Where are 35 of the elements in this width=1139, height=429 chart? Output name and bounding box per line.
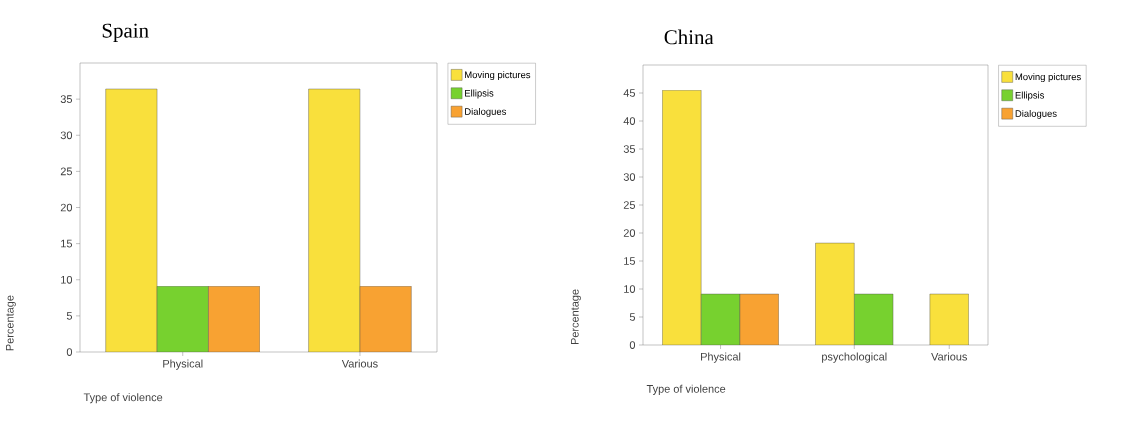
x-axis-title: Type of violence [83, 393, 163, 404]
x-tick-label: Physical [701, 352, 741, 363]
x-tick-label: psychological [822, 352, 887, 363]
y-tick-label: 0 [66, 348, 73, 356]
legend-label: Dialogues [465, 107, 507, 117]
y-tick-label: 20 [60, 203, 73, 212]
chart-title: China [664, 29, 714, 45]
y-axis-title: Percentage [5, 295, 16, 351]
y-tick-label: 15 [61, 239, 73, 248]
legend-label: Moving pictures [465, 71, 531, 81]
legend-label: Ellipsis [1015, 91, 1045, 101]
y-tick-label: 35 [623, 145, 636, 153]
y-tick-label: 35 [60, 95, 73, 104]
legend-label: Dialogues [1015, 109, 1057, 119]
y-tick-label: 5 [629, 313, 636, 321]
y-tick-label: 20 [623, 229, 636, 237]
x-tick-label: Various [931, 352, 968, 361]
y-tick-label: 30 [60, 131, 73, 140]
y-tick-label: 45 [623, 89, 636, 97]
legend-label: Ellipsis [465, 89, 494, 99]
y-tick-label: 40 [623, 117, 636, 125]
chart-title: Spain [102, 23, 149, 42]
x-tick-label: Physical [163, 359, 203, 370]
y-tick-label: 30 [623, 173, 636, 181]
y-tick-label: 10 [624, 285, 636, 293]
y-tick-label: 0 [629, 341, 636, 349]
legend-label: Moving pictures [1015, 73, 1081, 83]
y-tick-label: 25 [623, 201, 636, 209]
y-tick-label: 10 [61, 275, 73, 284]
y-tick-label: 25 [60, 167, 73, 176]
y-tick-label: 15 [624, 257, 636, 265]
y-tick-label: 5 [66, 312, 73, 320]
x-axis-title: Type of violence [646, 384, 726, 395]
y-axis-title: Percentage [571, 289, 581, 345]
x-tick-label: Various [341, 359, 378, 368]
